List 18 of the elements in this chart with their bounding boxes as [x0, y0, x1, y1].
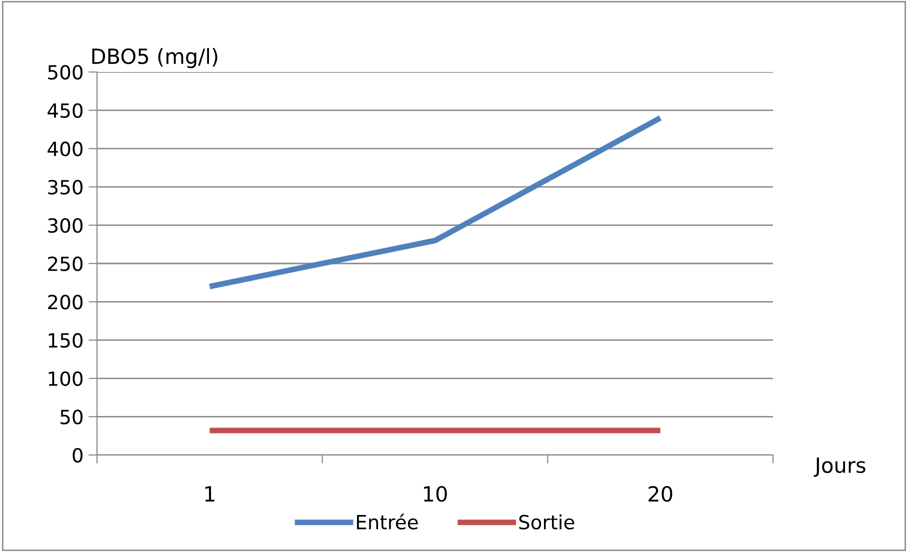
y-tick-label: 100 — [48, 371, 83, 386]
y-tick-label: 150 — [48, 333, 83, 348]
y-tick-label: 400 — [48, 142, 83, 156]
x-tick-label: 20 — [648, 486, 672, 502]
y-tick-label: 50 — [60, 410, 83, 424]
y-tick-label: 200 — [48, 294, 83, 310]
y-axis-title: DBO5 (mg/l) — [92, 48, 218, 68]
y-tick-label: 250 — [48, 256, 83, 272]
y-tick-label: 300 — [48, 218, 83, 233]
x-axis-title: Jours — [814, 458, 866, 477]
y-tick-label: 350 — [48, 180, 83, 195]
x-tick-label: 1 — [205, 486, 214, 502]
y-tick-label: 450 — [48, 103, 83, 118]
legend-label: Entrée — [356, 514, 418, 530]
x-tick-label: 10 — [424, 486, 447, 502]
legend-label: Sortie — [519, 514, 574, 530]
y-tick-label: 0 — [72, 448, 83, 463]
y-tick-label: 500 — [48, 64, 83, 80]
